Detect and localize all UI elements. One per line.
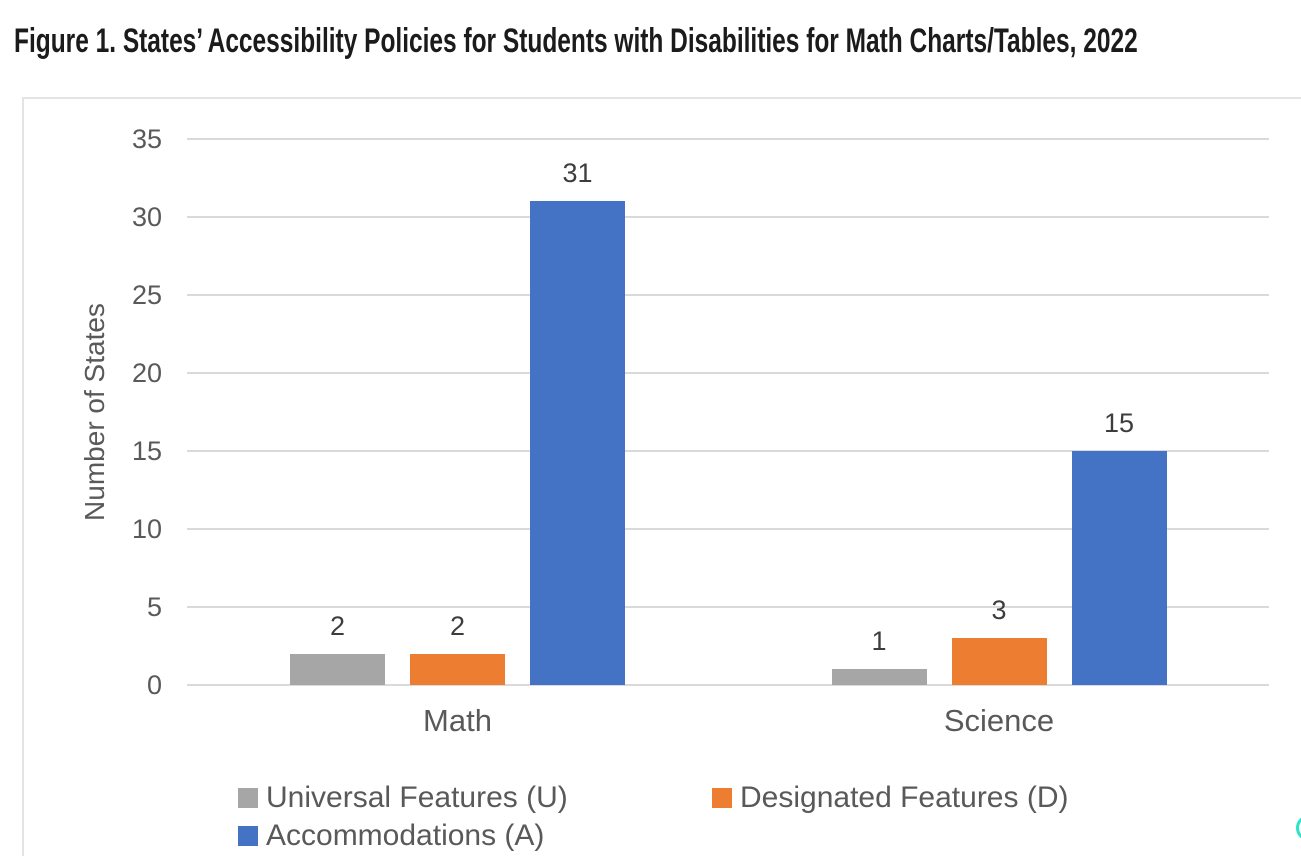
data-label-science-accommodations: 15	[1103, 408, 1135, 438]
x-category-label-math: Math	[423, 703, 492, 738]
gridline-15	[187, 450, 1269, 452]
data-label-science-universal: 1	[871, 626, 887, 657]
gridline-10	[187, 528, 1269, 530]
legend-swatch-designated	[712, 788, 732, 808]
legend-label-designated: Designated Features (D)	[740, 781, 1069, 814]
bar-science-accommodations	[1071, 451, 1167, 685]
legend-item-designated: Designated Features (D)	[712, 781, 1068, 815]
legend-item-accommodations: Accommodations (A)	[238, 819, 544, 853]
bar-science-designated	[951, 638, 1047, 685]
gridline-35	[187, 138, 1269, 140]
bar-math-universal	[290, 653, 385, 685]
y-tick-label-10: 10	[131, 514, 162, 544]
y-tick-label-35: 35	[131, 124, 162, 154]
gridline-25	[187, 294, 1269, 296]
legend-label-accommodations: Accommodations (A)	[266, 819, 545, 852]
y-tick-label-5: 5	[146, 592, 162, 622]
legend-label-universal: Universal Features (U)	[266, 781, 568, 814]
bar-math-designated	[410, 653, 505, 685]
gridline-30	[187, 216, 1269, 218]
bar-science-universal	[831, 669, 927, 685]
legend-swatch-universal	[238, 788, 258, 808]
data-label-math-designated: 2	[449, 610, 466, 641]
gridline-20	[187, 372, 1269, 374]
gridline-0	[187, 684, 1269, 686]
bar-math-accommodations	[530, 201, 625, 685]
data-label-science-designated: 3	[991, 595, 1007, 626]
y-axis-title: Number of States	[79, 303, 110, 521]
y-tick-label-30: 30	[131, 202, 162, 232]
gridline-5	[187, 606, 1269, 608]
x-category-label-science: Science	[943, 703, 1055, 738]
data-label-math-accommodations: 31	[562, 158, 593, 189]
y-tick-label-25: 25	[131, 280, 162, 310]
y-tick-label-15: 15	[131, 436, 162, 466]
y-tick-label-20: 20	[131, 358, 162, 388]
figure-title: Figure 1. States’ Accessibility Policies…	[14, 22, 1138, 60]
legend-item-universal: Universal Features (U)	[238, 781, 568, 815]
legend-swatch-accommodations	[238, 826, 258, 846]
y-tick-label-0: 0	[146, 670, 162, 700]
data-label-math-universal: 2	[329, 610, 346, 641]
chart-panel: 0 5 10 15 20 25 30 35 Number of States 2 2 31 1 3 15…	[22, 97, 1301, 856]
